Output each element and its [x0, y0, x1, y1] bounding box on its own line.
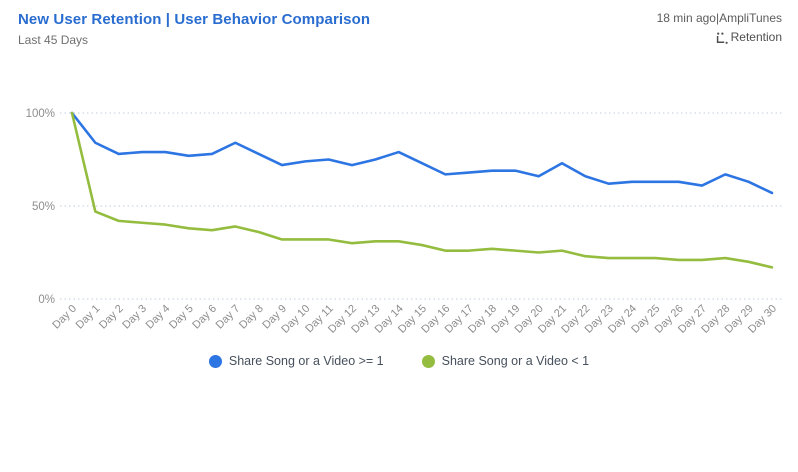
x-axis-tick-label: Day 5: [167, 303, 196, 332]
x-axis-tick-label: Day 3: [120, 303, 149, 332]
header-left: New User Retention | User Behavior Compa…: [18, 11, 370, 47]
legend-item[interactable]: Share Song or a Video >= 1: [208, 354, 384, 368]
page-title: New User Retention | User Behavior Compa…: [18, 11, 371, 28]
x-axis-tick-label: Day 4: [144, 303, 173, 332]
x-axis-tick-label: Day 0: [50, 303, 79, 332]
y-axis-tick-label: 50%: [32, 201, 55, 213]
x-axis-tick-label: Day 1: [74, 303, 103, 332]
x-axis-tick-label: Day 8: [237, 303, 266, 332]
legend-dot-icon: [421, 354, 435, 368]
legend-item[interactable]: Share Song or a Video < 1: [421, 354, 590, 368]
header-right: 18 min ago|AmpliTunes Retention: [657, 11, 782, 45]
retention-chart-icon: [715, 30, 729, 45]
date-range-label: Last 45 Days: [18, 33, 89, 47]
legend-label: Share Song or a Video < 1: [441, 354, 590, 368]
x-axis-tick-label: Day 6: [190, 303, 219, 332]
y-axis-tick-label: 100%: [26, 108, 55, 120]
retention-source-link[interactable]: Retention: [657, 30, 782, 45]
chart-legend: Share Song or a Video >= 1 Share Song or …: [0, 354, 798, 368]
series-line[interactable]: [70, 111, 774, 195]
x-axis-tick-label: Day 2: [97, 303, 126, 332]
last-updated-source-label: 18 min ago|AmpliTunes: [656, 11, 782, 25]
series-line[interactable]: [70, 111, 774, 269]
legend-label: Share Song or a Video >= 1: [228, 354, 384, 368]
x-axis-tick-label: Day 7: [214, 303, 243, 332]
retention-source-label: Retention: [730, 30, 782, 45]
legend-dot-icon: [208, 354, 222, 368]
y-axis-tick-label: 0%: [38, 294, 55, 306]
